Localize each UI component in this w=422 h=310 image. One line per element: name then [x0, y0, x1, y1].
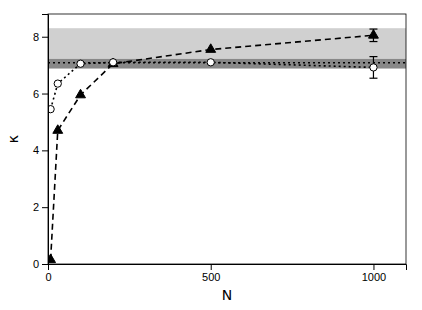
tick-mark: [42, 37, 48, 38]
series-line: [51, 62, 374, 109]
y-axis: 0 2 4 6 8: [33, 15, 49, 271]
error-bar-cap: [369, 41, 377, 42]
tick-mark: [373, 264, 374, 270]
error-bar: [369, 57, 377, 79]
tick-label: 8: [33, 31, 39, 43]
marker: [48, 254, 56, 263]
tick-mark: [211, 264, 212, 270]
axis-domain: [42, 15, 49, 265]
marker: [206, 44, 216, 53]
series-line: [51, 35, 374, 259]
axis-domain: [49, 265, 407, 271]
tick: 0: [33, 258, 48, 270]
marker: [370, 64, 377, 71]
tick-label: 0: [33, 258, 39, 270]
tick-mark: [42, 150, 48, 151]
tick-label: 1000: [362, 271, 386, 283]
reference-line: [48, 62, 406, 64]
marker: [76, 89, 86, 98]
marker: [53, 125, 63, 134]
x-axis: 0 500 1000: [45, 264, 406, 283]
band: [48, 59, 406, 69]
tick-mark: [42, 94, 48, 95]
error-bar: [369, 29, 377, 42]
band: [48, 28, 406, 59]
tick: 2: [33, 201, 48, 213]
tick-label: 500: [202, 271, 220, 283]
tick: 6: [33, 88, 48, 100]
error-bar-cap: [369, 56, 377, 57]
marker: [207, 59, 214, 66]
tick: 8: [33, 31, 48, 43]
marker: [109, 59, 116, 66]
tick-label: 6: [33, 88, 39, 100]
y-axis-title: κ: [5, 135, 21, 143]
tick-label: 2: [33, 201, 39, 213]
tick: 4: [33, 144, 48, 156]
tick: 500: [202, 264, 220, 283]
chart: 0 500 1000 0 2 4 6 8 Nκ: [0, 0, 422, 310]
plot-area: [48, 28, 406, 262]
marker: [77, 60, 84, 67]
error-bar-cap: [369, 78, 377, 79]
marker: [108, 58, 118, 67]
tick: 0: [45, 264, 51, 283]
x-axis-title: N: [222, 287, 232, 303]
plot-frame: [48, 14, 406, 264]
tick-label: 4: [33, 144, 39, 156]
marker: [369, 30, 379, 39]
marker: [54, 80, 61, 87]
tick-label: 0: [45, 271, 51, 283]
tick-mark: [42, 264, 48, 265]
tick-mark: [42, 207, 48, 208]
tick: 1000: [362, 264, 386, 283]
